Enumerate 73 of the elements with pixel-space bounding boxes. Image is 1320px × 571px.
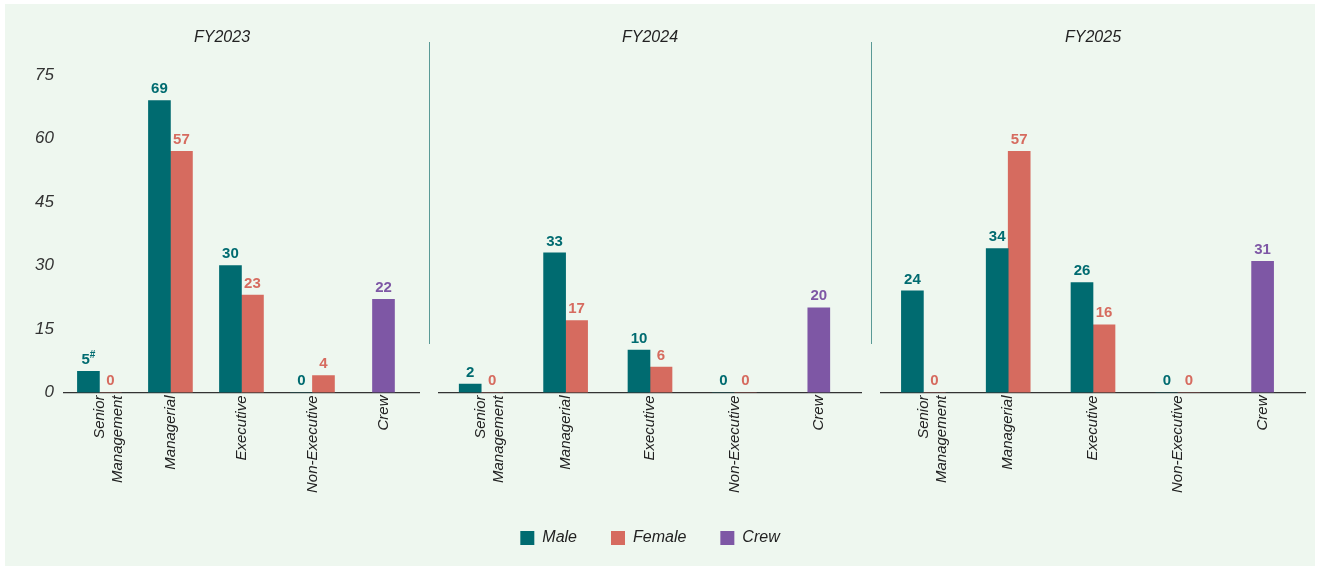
bar (901, 290, 924, 393)
x-tick-label: Non-Executive (724, 395, 742, 493)
bar (148, 100, 171, 393)
data-label: 0 (930, 371, 939, 389)
bar (170, 151, 193, 393)
data-label: 20 (810, 286, 828, 304)
legend-label: Male (542, 528, 578, 546)
data-label: 5# (81, 349, 96, 367)
chart-title: FY2023 (193, 28, 251, 46)
x-tick-label: Non-Executive (1167, 395, 1185, 493)
data-label: 34 (988, 227, 1007, 245)
bar (543, 252, 566, 393)
x-tick-label: Executive (1083, 395, 1101, 461)
y-tick-label: 60 (34, 128, 55, 148)
bar (1007, 151, 1031, 393)
legend-label: Crew (742, 528, 782, 546)
x-tick-label: Senior Management (471, 394, 507, 484)
data-label: 0 (1162, 371, 1171, 389)
x-tick-label: Senior Management (89, 394, 125, 484)
x-tick-label: Crew (808, 394, 826, 431)
data-label: 0 (488, 371, 497, 389)
data-label: 22 (375, 278, 392, 296)
data-label: 24 (904, 269, 922, 287)
bar (1251, 260, 1274, 393)
bar (241, 294, 264, 393)
data-label: 23 (244, 273, 261, 291)
data-label: 31 (1254, 239, 1271, 257)
data-label: 6 (656, 345, 666, 363)
data-label: 0 (741, 371, 750, 389)
x-tick-label: Crew (1252, 394, 1270, 431)
data-label: 0 (297, 371, 306, 389)
bar (985, 248, 1009, 393)
chart-title: FY2024 (621, 28, 679, 46)
data-label: 57 (1010, 129, 1028, 147)
data-label: 57 (173, 129, 190, 147)
y-tick-label: 75 (34, 64, 55, 84)
x-tick-label: Managerial (998, 394, 1016, 470)
data-label: 0 (106, 371, 115, 389)
x-tick-label: Executive (231, 395, 249, 461)
bar (312, 375, 335, 393)
data-label: 17 (568, 299, 585, 317)
data-label: 33 (546, 231, 563, 249)
bar (1092, 324, 1116, 393)
data-label: 30 (222, 244, 239, 262)
x-tick-label: Managerial (160, 394, 178, 470)
x-tick-label: Crew (373, 394, 391, 431)
data-label: 0 (1184, 371, 1193, 389)
bar (807, 307, 831, 393)
data-label: 26 (1073, 261, 1091, 279)
y-tick-label: 45 (34, 191, 55, 211)
data-label: 69 (151, 79, 168, 97)
legend-label: Female (633, 528, 687, 546)
data-label: 16 (1095, 303, 1113, 321)
bar (372, 299, 395, 393)
bar (219, 265, 242, 393)
bar (77, 370, 100, 393)
data-label: 4 (319, 354, 329, 372)
x-tick-label: Non-Executive (302, 395, 320, 493)
bar (1070, 282, 1094, 393)
y-tick-label: 0 (44, 382, 55, 402)
bar (458, 383, 482, 393)
data-label: 10 (630, 328, 648, 346)
y-tick-label: 30 (34, 255, 55, 275)
x-tick-label: Executive (640, 395, 658, 461)
chart-title: FY2025 (1064, 28, 1122, 46)
data-label: 2 (466, 362, 475, 380)
data-label: 0 (719, 371, 728, 389)
bar (649, 366, 673, 393)
bar (565, 320, 588, 393)
y-tick-label: 15 (34, 318, 55, 338)
x-tick-label: Senior Management (913, 394, 949, 484)
x-tick-label: Managerial (555, 394, 573, 470)
bar (627, 349, 651, 393)
